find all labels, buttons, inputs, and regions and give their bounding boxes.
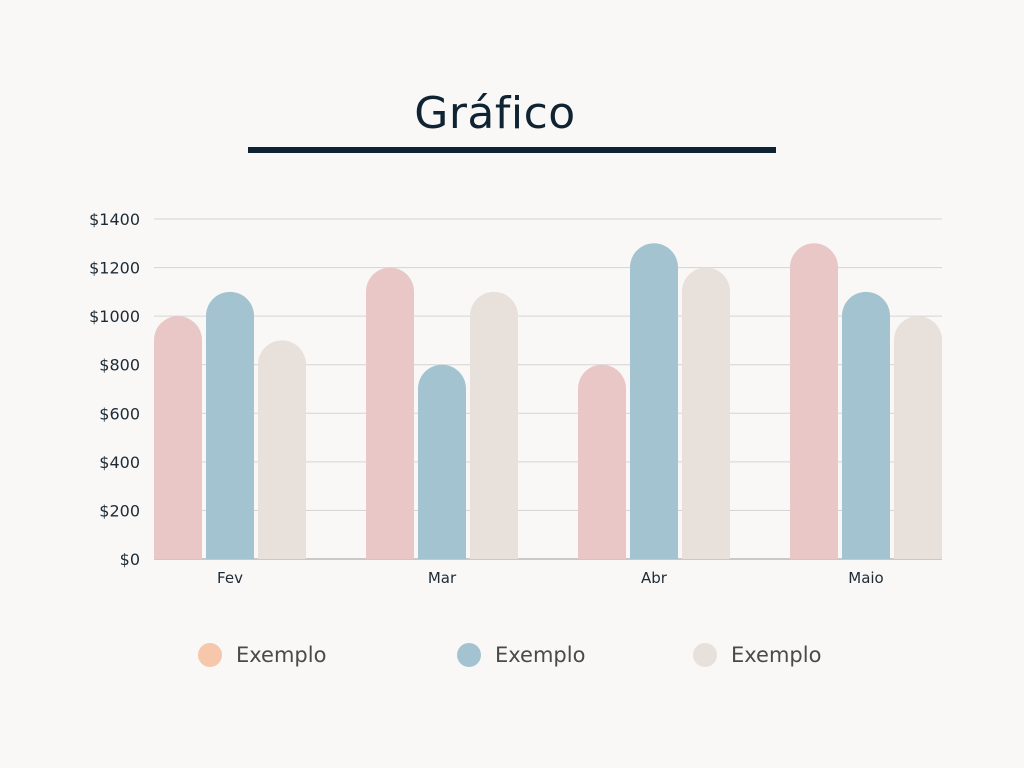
x-tick-label: Fev (217, 569, 243, 587)
y-tick-label: $600 (99, 404, 140, 423)
legend-label-2: Exemplo (495, 643, 586, 667)
bar (366, 267, 414, 559)
legend-item-2: Exemplo (457, 641, 585, 669)
bar (154, 316, 202, 559)
legend-label-1: Exemplo (236, 643, 327, 667)
y-tick-label: $400 (99, 453, 140, 472)
y-tick-label: $800 (99, 356, 140, 375)
y-tick-label: $1200 (89, 259, 140, 278)
bar (842, 291, 891, 559)
bar (682, 267, 730, 559)
bar (790, 243, 838, 559)
bar (418, 364, 466, 559)
bar (258, 340, 306, 559)
bar (894, 316, 942, 559)
y-tick-label: $0 (120, 550, 140, 569)
y-tick-label: $1400 (89, 210, 140, 229)
legend-item-3: Exemplo (693, 641, 821, 669)
bar (630, 243, 678, 559)
x-tick-label: Abr (641, 569, 668, 587)
x-tick-label: Mar (428, 569, 457, 587)
legend-swatch-3 (693, 643, 717, 667)
legend-swatch-1 (198, 643, 222, 667)
legend-swatch-2 (457, 643, 481, 667)
chart-title: Gráfico (414, 88, 576, 139)
bar (206, 291, 254, 559)
legend-item-1: Exemplo (198, 641, 326, 669)
bar (470, 291, 518, 559)
x-tick-label: Maio (848, 569, 883, 587)
y-tick-label: $200 (99, 501, 140, 520)
bar (578, 364, 626, 559)
y-tick-label: $1000 (89, 307, 140, 326)
title-underline (248, 147, 776, 153)
legend-label-3: Exemplo (731, 643, 822, 667)
